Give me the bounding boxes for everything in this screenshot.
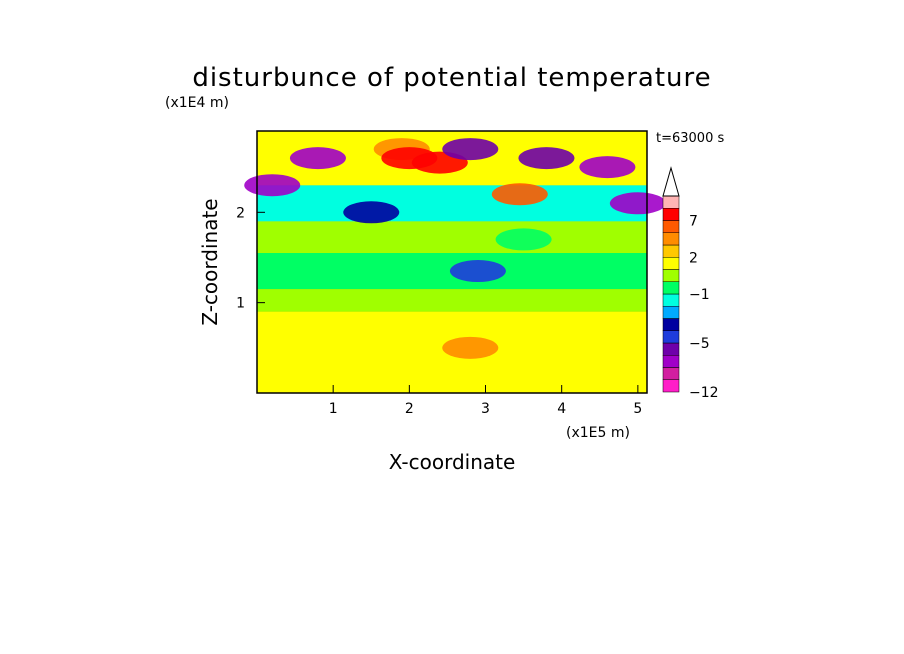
- colorbar-segment-3: [662, 342, 680, 356]
- field-layer-3: [257, 221, 647, 253]
- y-unit-label: (x1E4 m): [165, 95, 229, 111]
- x-tick-label-3: 4: [557, 401, 566, 417]
- colorbar-label-3: 2: [689, 250, 698, 266]
- colorbar-segment-0: [662, 379, 680, 393]
- y-tick-label-1: 2: [236, 205, 245, 221]
- colorbar: −12−5−127: [662, 166, 719, 401]
- colorbar-segment-12: [662, 232, 680, 246]
- colorbar-segment-7: [662, 293, 680, 307]
- colorbar-label-4: 7: [689, 214, 698, 230]
- field-feature-1: [289, 147, 346, 170]
- colorbar-segment-9: [662, 269, 680, 282]
- x-axis-label: X-coordinate: [389, 450, 516, 474]
- colorbar-extend-arrow: [662, 166, 680, 197]
- colorbar-segment-8: [662, 281, 680, 295]
- time-label: t=63000 s: [656, 131, 724, 146]
- y-ticks: 12: [236, 205, 265, 312]
- colorbar-segment-6: [662, 306, 680, 319]
- x-tick-label-4: 5: [633, 401, 642, 417]
- field-feature-5: [442, 138, 499, 161]
- field-feature-7: [518, 147, 575, 170]
- field-feature-11: [343, 201, 400, 224]
- colorbar-label-2: −1: [689, 287, 710, 303]
- field-feature-6: [491, 183, 548, 206]
- field-feature-8: [579, 156, 636, 179]
- field-features: [244, 138, 666, 359]
- colorbar-segment-4: [662, 330, 680, 344]
- chart-title: disturbunce of potential temperature: [192, 63, 711, 93]
- field-feature-12: [495, 228, 552, 251]
- colorbar-segment-14: [662, 208, 680, 221]
- colorbar-segment-13: [662, 220, 680, 233]
- y-tick-label-0: 1: [236, 296, 245, 312]
- plot-frame: [256, 130, 648, 394]
- field-feature-0: [244, 174, 301, 197]
- colorbar-segment-11: [662, 244, 680, 258]
- colorbar-label-0: −12: [689, 385, 719, 401]
- colorbar-label-1: −5: [689, 336, 710, 352]
- colorbar-segment-2: [662, 355, 680, 368]
- field-layer-1: [257, 289, 647, 312]
- field-feature-13: [442, 336, 499, 359]
- colorbar-segment-10: [662, 257, 680, 270]
- x-tick-label-1: 2: [405, 401, 414, 417]
- y-axis-label: Z-coordinate: [198, 198, 222, 325]
- colorbar-segment-5: [662, 318, 680, 331]
- field-feature-10: [449, 260, 506, 283]
- x-tick-label-2: 3: [481, 401, 490, 417]
- colorbar-segment-15: [662, 195, 680, 209]
- colorbar-segment-1: [662, 367, 680, 380]
- x-unit-label: (x1E5 m): [566, 425, 630, 441]
- x-tick-label-0: 1: [329, 401, 338, 417]
- field-feature-9: [609, 192, 666, 215]
- field-layer-4: [257, 185, 647, 222]
- x-ticks: 1 2 3 4 5: [329, 385, 642, 417]
